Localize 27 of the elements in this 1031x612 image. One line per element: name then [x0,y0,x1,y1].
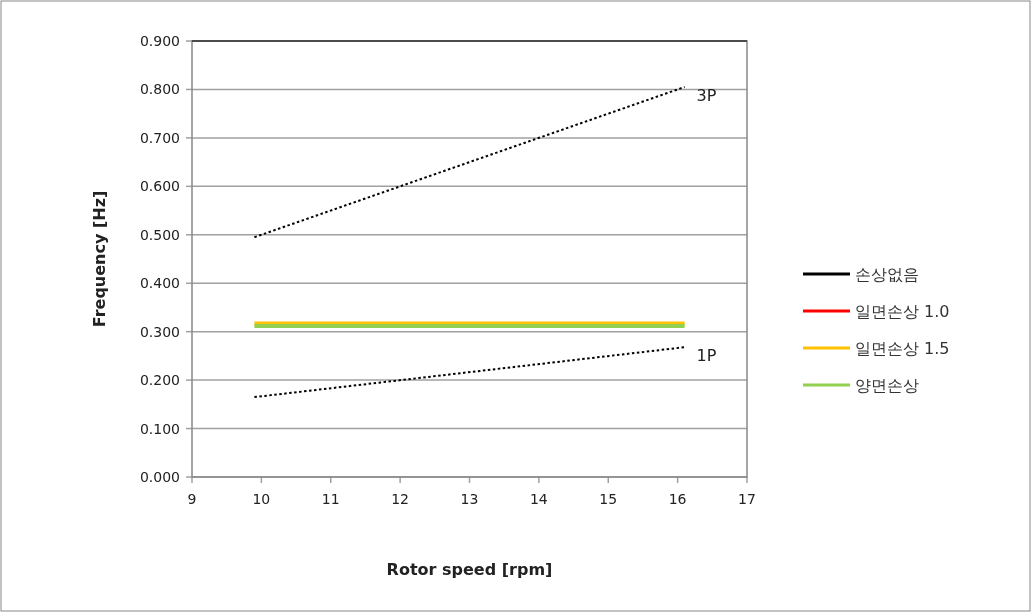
y-tick-label: 0.000 [139,469,180,485]
x-tick-label: 13 [460,491,479,507]
legend-label: 일면손상 1.5 [855,339,950,358]
x-tick-label: 16 [668,491,687,507]
x-tick-label: 15 [599,491,618,507]
y-tick-label: 0.100 [139,420,180,437]
y-tick-label: 0.900 [139,33,180,49]
x-tick-label: 11 [321,491,340,507]
x-tick-label: 9 [187,491,197,507]
x-tick-label: 14 [529,491,548,507]
y-axis-title: Frequency [Hz] [90,190,109,328]
x-tick-label: 10 [252,491,271,507]
series-label: 3P [696,86,717,106]
legend-label: 일면손상 1.0 [855,302,950,321]
legend-label: 양면손상 [855,376,919,395]
y-tick-label: 0.300 [139,323,180,340]
series-label: 1P [696,346,717,366]
y-tick-label: 0.600 [139,178,180,195]
x-tick-label: 17 [738,491,756,507]
y-tick-label: 0.800 [139,81,180,98]
y-tick-label: 0.200 [139,372,180,389]
y-tick-label: 0.400 [139,275,180,292]
y-tick-label: 0.700 [139,129,180,146]
legend-label: 손상없음 [855,265,919,284]
y-tick-label: 0.500 [139,226,180,243]
x-tick-label: 12 [391,491,410,507]
x-axis-title: Rotor speed [rpm] [386,560,553,579]
